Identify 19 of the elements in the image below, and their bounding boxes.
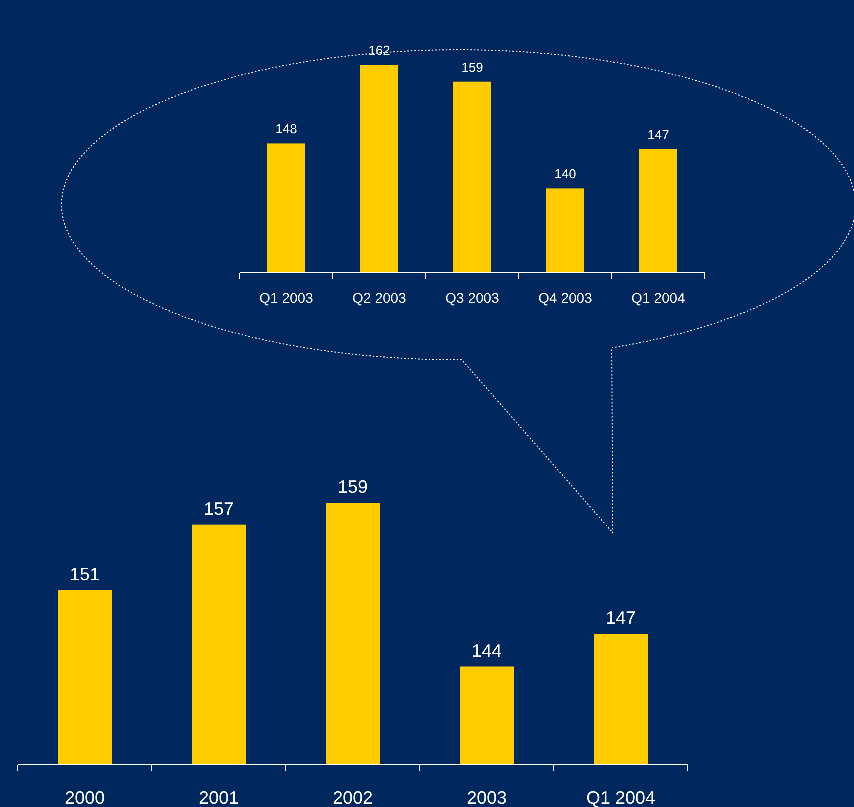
x-tick-label: Q1 2003 bbox=[260, 290, 314, 306]
data-label: 157 bbox=[204, 498, 234, 519]
data-label: 151 bbox=[70, 564, 100, 584]
data-label: 147 bbox=[648, 127, 670, 142]
data-label: 159 bbox=[462, 60, 484, 75]
data-label: 140 bbox=[554, 166, 576, 182]
x-tick-label: 2002 bbox=[332, 788, 374, 807]
x-tick-label: 2003 bbox=[466, 788, 508, 807]
x-tick-label: 2001 bbox=[198, 788, 240, 807]
x-tick-label: Q2 2003 bbox=[352, 290, 407, 306]
data-label: 148 bbox=[276, 122, 298, 137]
x-tick-label: Q4 2003 bbox=[538, 290, 593, 306]
data-label: 159 bbox=[338, 477, 368, 497]
data-label: 147 bbox=[606, 608, 636, 628]
x-tick-label: Q1 2004 bbox=[632, 290, 686, 306]
x-tick-label: Q3 2003 bbox=[446, 290, 500, 306]
data-label: 162 bbox=[368, 43, 390, 58]
data-label: 144 bbox=[472, 640, 502, 661]
x-tick-label: 2000 bbox=[64, 788, 106, 807]
